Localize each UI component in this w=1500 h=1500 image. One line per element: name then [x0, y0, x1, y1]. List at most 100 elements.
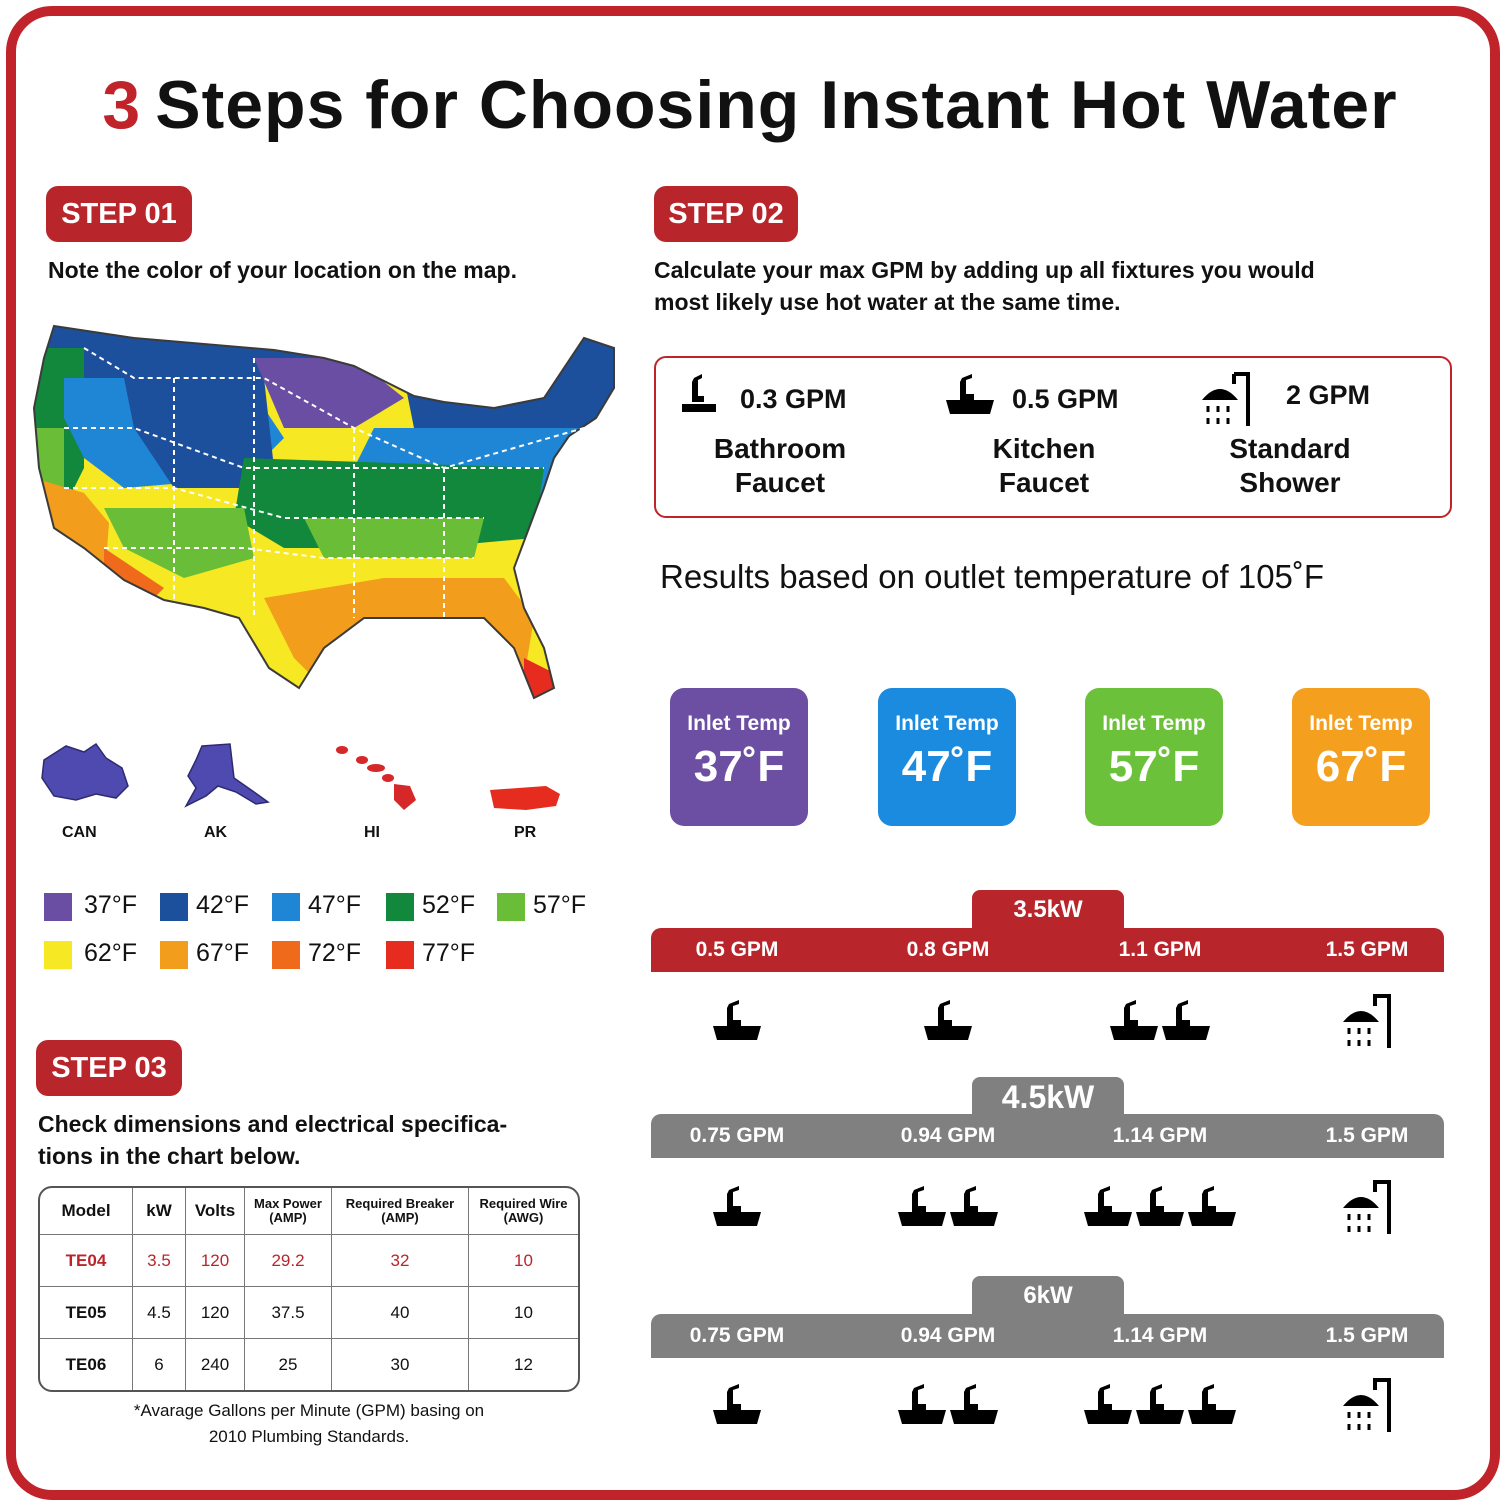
- legend-label: 52°F: [422, 891, 476, 919]
- fixture-gpm-value: 2 GPM: [1286, 380, 1371, 410]
- step-01-instruction: Note the color of your location on the m…: [48, 257, 517, 283]
- bathroom-faucet-icon: [682, 374, 716, 412]
- faucet-icon: [713, 1000, 761, 1040]
- hawaii-inset-map: [336, 746, 416, 810]
- legend-label: 77°F: [422, 939, 476, 967]
- legend-swatch: [44, 941, 72, 969]
- fixture-gpm-value: 0.3 GPM: [740, 384, 847, 414]
- faucet-icon: [1188, 1186, 1236, 1226]
- legend-swatch: [272, 941, 300, 969]
- shower-icon: [1202, 372, 1250, 426]
- legend-label: 57°F: [533, 891, 587, 919]
- faucet-icon: [1188, 1384, 1236, 1424]
- step-03-badge: STEP 03: [36, 1040, 182, 1096]
- rating-gpm-bar: 0.5 GPM 0.8 GPM 1.1 GPM 1.5 GPM: [651, 928, 1444, 972]
- legend-swatch: [386, 941, 414, 969]
- page-title: 3 Steps for Choosing Instant Hot Water: [102, 67, 1398, 143]
- table-cell: 3.5: [133, 1235, 186, 1287]
- legend-swatch: [44, 893, 72, 921]
- table-cell: 40: [332, 1287, 469, 1339]
- faucet-icon: [713, 1186, 761, 1226]
- faucet-icon: [1136, 1186, 1184, 1226]
- alaska-inset-map: [184, 743, 270, 808]
- step-01-badge: STEP 01: [46, 186, 192, 242]
- rating-tab-4-5kw: 4.5kW: [972, 1077, 1124, 1115]
- rating-gpm-bar: 0.75 GPM 0.94 GPM 1.14 GPM 1.5 GPM: [651, 1114, 1444, 1158]
- page-frame: [6, 6, 1500, 1500]
- header-required-breaker: Required Breaker (AMP): [332, 1188, 469, 1235]
- header-kw: kW: [133, 1188, 186, 1235]
- table-cell: TE05: [40, 1287, 133, 1339]
- table-cell: 29.2: [245, 1235, 332, 1287]
- header-max-power: Max Power (AMP): [245, 1188, 332, 1235]
- gpm-label: 1.14 GPM: [1112, 1324, 1208, 1347]
- step-03-instruction-line2: tions in the chart below.: [38, 1143, 301, 1169]
- legend-label: 62°F: [84, 939, 138, 967]
- header-required-wire: Required Wire (AWG): [469, 1188, 578, 1235]
- table-cell: 30: [332, 1339, 469, 1390]
- faucet-icon: [1162, 1000, 1210, 1040]
- table-cell: TE06: [40, 1339, 133, 1390]
- inset-label-can: CAN: [62, 824, 97, 841]
- gpm-label: 0.8 GPM: [906, 938, 990, 961]
- inlet-temp-47: Inlet Temp 47˚F: [878, 688, 1016, 826]
- faucet-icon: [950, 1384, 998, 1424]
- legend-swatch: [272, 893, 300, 921]
- legend-label: 67°F: [196, 939, 250, 967]
- step-02-instruction-line2: most likely use hot water at the same ti…: [654, 289, 1121, 315]
- kitchen-faucet-icon: [946, 374, 994, 414]
- table-cell: 32: [332, 1235, 469, 1287]
- table-cell: 240: [186, 1339, 245, 1390]
- fixture-gpm-value: 0.5 GPM: [1012, 384, 1119, 414]
- footnote: *Avarage Gallons per Minute (GPM) basing…: [133, 1401, 485, 1446]
- rating-tab-6kw: 6kW: [972, 1276, 1124, 1314]
- canada-inset-map: [41, 742, 129, 801]
- inset-label-pr: PR: [514, 824, 537, 841]
- table-cell: 10: [469, 1287, 578, 1339]
- fixture-name: Standard Shower: [1229, 433, 1351, 498]
- gpm-label: 1.5 GPM: [1325, 938, 1409, 961]
- faucet-icon: [898, 1384, 946, 1424]
- table-row: TE04 3.5 120 29.2 32 10: [40, 1235, 578, 1287]
- gpm-label: 1.5 GPM: [1325, 1324, 1409, 1347]
- legend-swatch: [160, 893, 188, 921]
- rating-gpm-bar: 0.75 GPM 0.94 GPM 1.14 GPM 1.5 GPM: [651, 1314, 1444, 1358]
- legend-swatch: [497, 893, 525, 921]
- gpm-label: 1.1 GPM: [1118, 938, 1202, 961]
- inset-label-hi: HI: [364, 824, 380, 841]
- spec-table: Model kW Volts Max Power (AMP) Required B…: [38, 1186, 580, 1392]
- fixture-name: Kitchen Faucet: [992, 433, 1096, 498]
- faucet-icon: [1084, 1186, 1132, 1226]
- faucet-icon: [713, 1384, 761, 1424]
- table-cell: 10: [469, 1235, 578, 1287]
- table-cell: 120: [186, 1287, 245, 1339]
- puerto-rico-inset-map: [490, 786, 560, 810]
- gpm-label: 1.14 GPM: [1112, 1124, 1208, 1147]
- gpm-label: 0.75 GPM: [689, 1324, 785, 1347]
- step-02-badge: STEP 02: [654, 186, 798, 242]
- gpm-label: 0.94 GPM: [900, 1124, 996, 1147]
- table-cell: 25: [245, 1339, 332, 1390]
- table-cell: 120: [186, 1235, 245, 1287]
- fixture-name: Bathroom Faucet: [713, 433, 847, 498]
- faucet-icon: [1084, 1384, 1132, 1424]
- legend-label: 47°F: [308, 891, 362, 919]
- us-climate-map: [32, 324, 615, 700]
- table-header-row: Model kW Volts Max Power (AMP) Required B…: [40, 1188, 578, 1235]
- table-cell: 4.5: [133, 1287, 186, 1339]
- step-02-instruction-line1: Calculate your max GPM by adding up all …: [654, 257, 1315, 283]
- table-cell: 12: [514, 1354, 533, 1374]
- inlet-temp-37: Inlet Temp 37˚F: [670, 688, 808, 826]
- table-row: TE06 6 240 25 30 12: [40, 1339, 578, 1390]
- shower-icon: [1343, 1378, 1391, 1432]
- rating-tab-3-5kw: 3.5kW: [972, 890, 1124, 928]
- faucet-icon: [924, 1000, 972, 1040]
- table-cell: 37.5: [245, 1287, 332, 1339]
- gpm-label: 0.75 GPM: [689, 1124, 785, 1147]
- faucet-icon: [898, 1186, 946, 1226]
- legend-label: 72°F: [308, 939, 362, 967]
- gpm-label: 0.94 GPM: [900, 1324, 996, 1347]
- table-row: TE05 4.5 120 37.5 40 10: [40, 1287, 578, 1339]
- step-03-instruction-line1: Check dimensions and electrical specific…: [38, 1111, 508, 1137]
- header-volts: Volts: [186, 1188, 245, 1235]
